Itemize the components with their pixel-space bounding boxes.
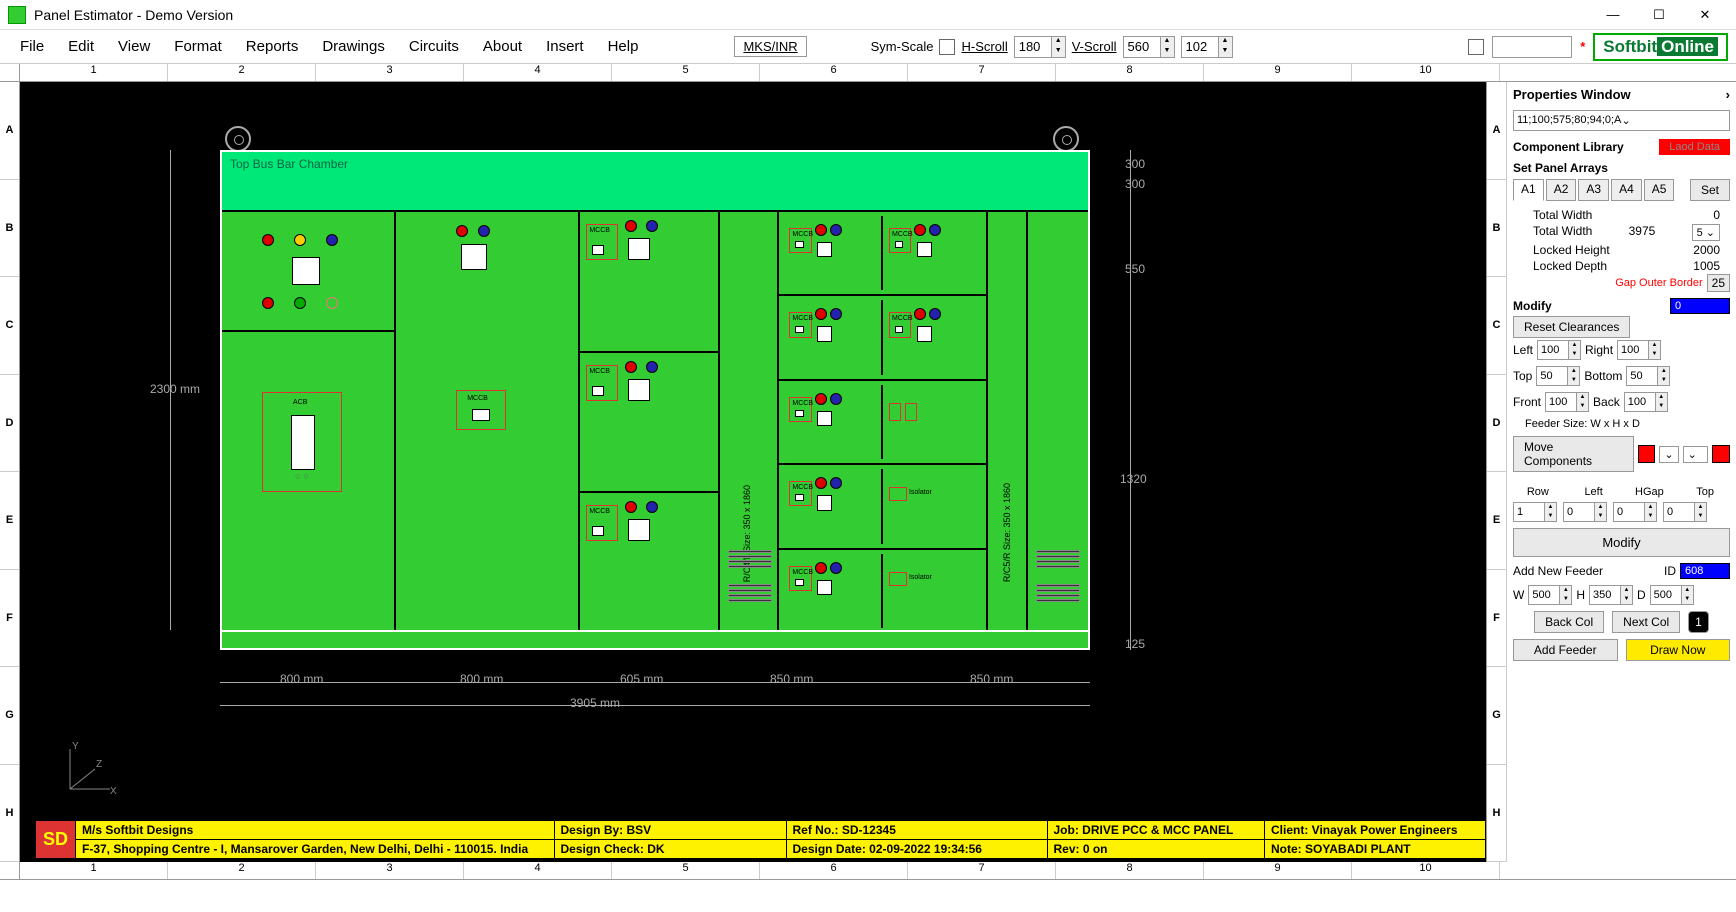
one-button[interactable]: 1 <box>1688 611 1709 633</box>
window-title: Panel Estimator - Demo Version <box>34 7 233 23</box>
width-select[interactable]: 5 ⌄ <box>1692 224 1720 241</box>
front-spinner[interactable]: ▲▼ <box>1545 392 1589 412</box>
ruler-left: ABCDEFGH <box>0 82 20 862</box>
w-spinner[interactable]: ▲▼ <box>1528 585 1572 605</box>
column-2: MCCB <box>396 212 580 632</box>
svg-text:Y: Y <box>72 741 79 752</box>
next-col-button[interactable]: Next Col <box>1612 611 1680 633</box>
brand-logo: SoftbitOnline <box>1593 33 1728 61</box>
left2-spinner[interactable]: ▲▼ <box>1563 502 1607 522</box>
extra-spinner[interactable]: ▲▼ <box>1181 36 1233 58</box>
ruler-bottom: 12345678910 <box>0 862 1736 880</box>
sym-scale-checkbox[interactable] <box>939 39 955 55</box>
h-spinner[interactable]: ▲▼ <box>1589 585 1633 605</box>
column-5: MCCBMCCB MCCBMCCB MCCB MCCBIsolator MCCB… <box>779 212 988 632</box>
menu-reports[interactable]: Reports <box>234 34 311 59</box>
maximize-button[interactable]: ☐ <box>1636 0 1682 30</box>
tab-a3[interactable]: A3 <box>1578 179 1609 201</box>
ruler-right: ABCDEFGH <box>1486 82 1506 862</box>
top2-spinner[interactable]: ▲▼ <box>1663 502 1707 522</box>
lifting-eye-right <box>1053 126 1079 152</box>
column-1: ACB ○○ <box>222 212 396 632</box>
panel-outline: Top Bus Bar Chamber <box>220 150 1090 630</box>
dim-line <box>1130 150 1131 650</box>
svg-text:X: X <box>110 786 117 797</box>
close-button[interactable]: ✕ <box>1682 0 1728 30</box>
vscroll-spinner[interactable]: ▲▼ <box>1123 36 1175 58</box>
menu-file[interactable]: File <box>8 34 56 59</box>
modify-button[interactable]: Modify <box>1513 528 1730 557</box>
menu-format[interactable]: Format <box>162 34 234 59</box>
menu-insert[interactable]: Insert <box>534 34 596 59</box>
reset-clearances-button[interactable]: Reset Clearances <box>1513 316 1630 338</box>
tab-a4[interactable]: A4 <box>1611 179 1642 201</box>
left-spinner[interactable]: ▲▼ <box>1537 340 1581 360</box>
back-col-button[interactable]: Back Col <box>1534 611 1604 633</box>
column-3: MCCB MCCB MCCB <box>580 212 719 632</box>
minimize-button[interactable]: — <box>1590 0 1636 30</box>
row-spinner[interactable]: ▲▼ <box>1513 502 1557 522</box>
panel-base <box>220 630 1090 650</box>
hscroll-label: H-Scroll <box>961 39 1007 54</box>
right-textbox[interactable] <box>1492 36 1572 58</box>
array-tabs: A1 A2 A3 A4 A5 Set <box>1513 179 1730 201</box>
d-spinner[interactable]: ▲▼ <box>1650 585 1694 605</box>
vscroll-label: V-Scroll <box>1072 39 1117 54</box>
hgap-spinner[interactable]: ▲▼ <box>1613 502 1657 522</box>
right-spinner[interactable]: ▲▼ <box>1617 340 1661 360</box>
right-checkbox[interactable] <box>1468 39 1484 55</box>
drawing-canvas[interactable]: 2300 mm 300 300 550 1320 125 Top Bus Bar… <box>20 82 1486 862</box>
dim-height: 2300 mm <box>150 382 200 396</box>
sym-scale-label: Sym-Scale <box>871 39 934 54</box>
menu-view[interactable]: View <box>106 34 162 59</box>
app-icon <box>8 6 26 24</box>
menu-help[interactable]: Help <box>596 34 651 59</box>
component-dropdown[interactable]: 11;100;575;80;94;0;ArrayOne;ACB;0;4489⌄ <box>1513 110 1730 131</box>
axes-icon: Y X Z <box>60 739 120 802</box>
modify-input[interactable] <box>1670 298 1730 314</box>
ruler-top: 12345678910 <box>0 64 1736 82</box>
svg-text:Z: Z <box>96 759 102 770</box>
menu-drawings[interactable]: Drawings <box>310 34 397 59</box>
move-components-button[interactable]: Move Components <box>1513 436 1634 472</box>
menu-circuits[interactable]: Circuits <box>397 34 471 59</box>
required-star: * <box>1580 39 1585 54</box>
column-7 <box>1028 212 1088 632</box>
bottom-spinner[interactable]: ▲▼ <box>1626 366 1670 386</box>
hscroll-spinner[interactable]: ▲▼ <box>1014 36 1066 58</box>
chevron-right-icon[interactable]: › <box>1726 87 1730 102</box>
column-4: R/C4/L Size: 350 x 1860 <box>720 212 780 632</box>
properties-panel: Properties Window› 11;100;575;80;94;0;Ar… <box>1506 82 1736 862</box>
draw-now-button[interactable]: Draw Now <box>1626 639 1731 661</box>
menu-about[interactable]: About <box>471 34 534 59</box>
feeder-id-input[interactable] <box>1680 563 1730 579</box>
tab-a1[interactable]: A1 <box>1513 179 1544 201</box>
tab-a5[interactable]: A5 <box>1644 179 1675 201</box>
top-spinner[interactable]: ▲▼ <box>1536 366 1580 386</box>
title-block: SD M/s Softbit Designs Design By: BSV Re… <box>35 820 1486 859</box>
column-6: R/C5/R Size: 350 x 1860 <box>988 212 1028 632</box>
load-data-button[interactable]: Laod Data <box>1659 139 1730 155</box>
color-swatch-1[interactable] <box>1638 445 1656 463</box>
tab-a2[interactable]: A2 <box>1546 179 1577 201</box>
add-feeder-button[interactable]: Add Feeder <box>1513 639 1618 661</box>
set-button[interactable]: Set <box>1690 179 1730 201</box>
title-bar: Panel Estimator - Demo Version — ☐ ✕ <box>0 0 1736 30</box>
color-swatch-2[interactable] <box>1712 445 1730 463</box>
menu-bar: FileEditViewFormatReportsDrawingsCircuit… <box>0 30 1736 64</box>
properties-title: Properties Window› <box>1513 87 1730 102</box>
lifting-eye-left <box>225 126 251 152</box>
back-spinner[interactable]: ▲▼ <box>1624 392 1668 412</box>
busbar-chamber: Top Bus Bar Chamber <box>222 152 1088 212</box>
units-link[interactable]: MKS/INR <box>734 36 806 57</box>
menu-edit[interactable]: Edit <box>56 34 106 59</box>
